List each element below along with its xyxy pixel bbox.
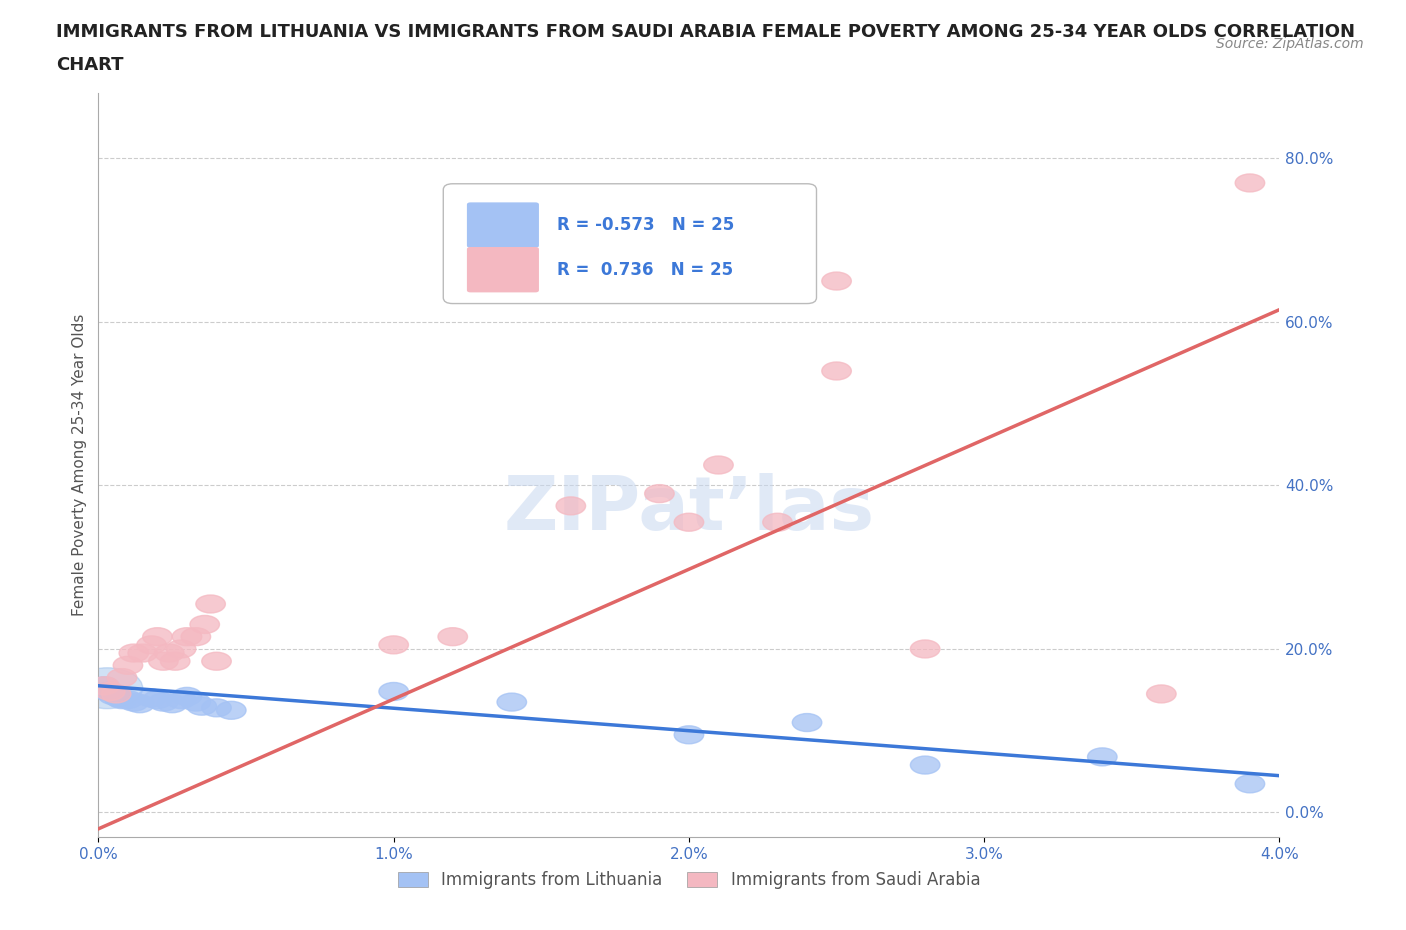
Ellipse shape xyxy=(202,698,232,717)
Ellipse shape xyxy=(380,636,408,654)
Ellipse shape xyxy=(181,693,211,711)
FancyBboxPatch shape xyxy=(467,247,538,292)
Ellipse shape xyxy=(1234,174,1264,192)
Text: ZIPat’las: ZIPat’las xyxy=(503,473,875,546)
Ellipse shape xyxy=(498,693,526,711)
FancyBboxPatch shape xyxy=(467,203,538,247)
Text: CHART: CHART xyxy=(56,56,124,73)
Ellipse shape xyxy=(202,652,232,671)
Ellipse shape xyxy=(72,668,143,709)
Ellipse shape xyxy=(1088,748,1118,766)
Text: IMMIGRANTS FROM LITHUANIA VS IMMIGRANTS FROM SAUDI ARABIA FEMALE POVERTY AMONG 2: IMMIGRANTS FROM LITHUANIA VS IMMIGRANTS … xyxy=(56,23,1355,41)
Ellipse shape xyxy=(911,756,939,774)
Ellipse shape xyxy=(160,652,190,671)
Ellipse shape xyxy=(96,683,125,700)
Ellipse shape xyxy=(136,636,166,654)
Ellipse shape xyxy=(114,657,143,674)
Text: Source: ZipAtlas.com: Source: ZipAtlas.com xyxy=(1216,37,1364,51)
Ellipse shape xyxy=(143,691,173,709)
Ellipse shape xyxy=(136,689,166,707)
Ellipse shape xyxy=(90,677,120,695)
Ellipse shape xyxy=(675,725,704,744)
Ellipse shape xyxy=(555,497,585,515)
Ellipse shape xyxy=(1234,775,1264,793)
Ellipse shape xyxy=(792,713,821,732)
Ellipse shape xyxy=(98,686,128,705)
Text: R = -0.573   N = 25: R = -0.573 N = 25 xyxy=(557,216,734,234)
Ellipse shape xyxy=(380,683,408,700)
Ellipse shape xyxy=(166,691,195,709)
Ellipse shape xyxy=(107,691,136,709)
Ellipse shape xyxy=(143,628,173,645)
Ellipse shape xyxy=(1146,684,1175,703)
Ellipse shape xyxy=(104,689,134,707)
Ellipse shape xyxy=(821,272,852,290)
Ellipse shape xyxy=(120,693,149,711)
Ellipse shape xyxy=(149,693,179,711)
FancyBboxPatch shape xyxy=(443,184,817,303)
Ellipse shape xyxy=(149,652,179,671)
Ellipse shape xyxy=(217,701,246,719)
Ellipse shape xyxy=(125,695,155,712)
Ellipse shape xyxy=(120,644,149,662)
Ellipse shape xyxy=(437,628,467,645)
Ellipse shape xyxy=(90,677,120,695)
Ellipse shape xyxy=(181,628,211,645)
Ellipse shape xyxy=(172,628,202,645)
Ellipse shape xyxy=(821,362,852,380)
Ellipse shape xyxy=(911,640,939,658)
Ellipse shape xyxy=(166,640,195,658)
Legend: Immigrants from Lithuania, Immigrants from Saudi Arabia: Immigrants from Lithuania, Immigrants fr… xyxy=(391,864,987,896)
Ellipse shape xyxy=(172,687,202,705)
Ellipse shape xyxy=(107,669,136,686)
Ellipse shape xyxy=(128,644,157,662)
Ellipse shape xyxy=(675,513,704,531)
Ellipse shape xyxy=(187,698,217,715)
Ellipse shape xyxy=(114,691,143,709)
Ellipse shape xyxy=(195,595,225,613)
Ellipse shape xyxy=(190,616,219,633)
Ellipse shape xyxy=(93,683,122,700)
Ellipse shape xyxy=(704,456,734,474)
Y-axis label: Female Poverty Among 25-34 Year Olds: Female Poverty Among 25-34 Year Olds xyxy=(72,313,87,617)
Ellipse shape xyxy=(644,485,675,502)
Ellipse shape xyxy=(155,644,184,662)
Ellipse shape xyxy=(101,684,131,703)
Ellipse shape xyxy=(762,513,793,531)
Text: R =  0.736   N = 25: R = 0.736 N = 25 xyxy=(557,260,733,279)
Ellipse shape xyxy=(157,695,187,712)
